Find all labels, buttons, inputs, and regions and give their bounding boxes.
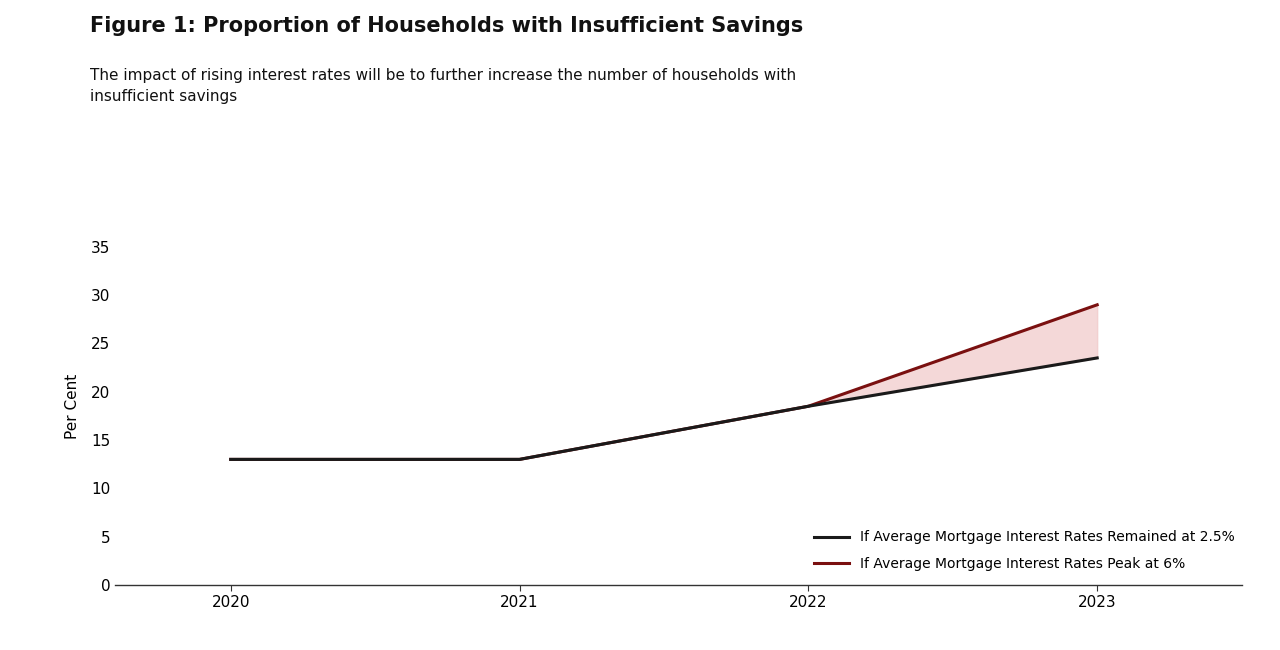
Legend: If Average Mortgage Interest Rates Remained at 2.5%, If Average Mortgage Interes: If Average Mortgage Interest Rates Remai… xyxy=(814,530,1235,571)
Text: Figure 1: Proportion of Households with Insufficient Savings: Figure 1: Proportion of Households with … xyxy=(90,16,803,36)
Text: The impact of rising interest rates will be to further increase the number of ho: The impact of rising interest rates will… xyxy=(90,68,796,104)
Y-axis label: Per Cent: Per Cent xyxy=(65,374,79,439)
